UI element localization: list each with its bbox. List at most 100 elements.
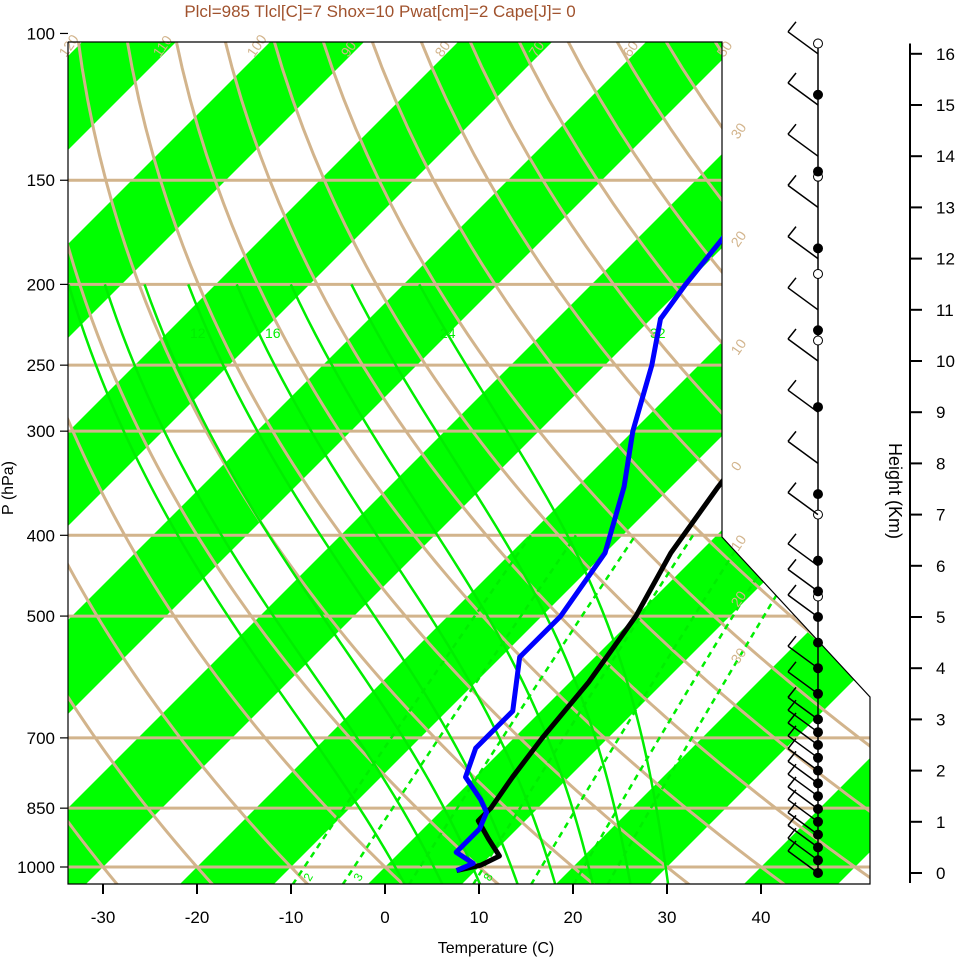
moist-adiabat-label: 16 xyxy=(265,325,281,341)
pressure-axis: 100 150 200 250 300 400 500 700 850 1000 xyxy=(17,24,68,877)
wind-barb-flag xyxy=(787,558,797,570)
wind-barb xyxy=(787,811,819,836)
wind-barb-flag xyxy=(787,584,797,596)
wind-level-dot xyxy=(813,268,823,279)
dry-adiabat xyxy=(0,33,22,884)
wind-barb xyxy=(787,184,819,209)
height-tick-label: 14 xyxy=(936,147,955,166)
p-tick-label: 100 xyxy=(27,24,55,43)
wind-barb xyxy=(787,850,819,874)
height-tick-label: 10 xyxy=(936,352,955,371)
wind-barb-flag xyxy=(787,379,797,391)
t-tick-label: -30 xyxy=(91,908,116,927)
dry-adiabat xyxy=(68,42,405,884)
height-tick-label: 5 xyxy=(936,608,945,627)
p-tick-label: 1000 xyxy=(17,858,55,877)
isotherm-label: 0 xyxy=(727,458,745,474)
wind-barb-flag xyxy=(787,533,797,545)
moist-adiabat-label: 12 xyxy=(190,325,206,341)
height-tick-label: 2 xyxy=(936,762,945,781)
wind-level-dot xyxy=(813,325,823,336)
moist-adiabat xyxy=(68,284,407,884)
height-tick-label: 8 xyxy=(936,454,945,473)
wind-level-dot xyxy=(813,489,823,500)
t-tick-label: 0 xyxy=(380,908,389,927)
wind-barb-flag xyxy=(787,328,797,340)
wind-barb xyxy=(787,773,819,797)
wind-barb xyxy=(787,837,819,861)
mixing-ratio-line xyxy=(471,534,695,884)
wind-barb xyxy=(787,338,819,362)
isotherm-band xyxy=(180,42,870,884)
height-axis-label: Height (Km) xyxy=(885,443,905,539)
wind-barb xyxy=(787,31,819,55)
height-tick-label: 13 xyxy=(936,198,955,217)
isotherm-band xyxy=(68,42,740,884)
wind-barb-flag xyxy=(787,174,797,186)
isotherm-label: 10 xyxy=(727,336,749,358)
dry-adiabat xyxy=(173,42,786,884)
height-tick-label: 16 xyxy=(936,45,955,64)
dry-adiabat xyxy=(68,42,214,884)
height-tick-label: 12 xyxy=(936,250,955,269)
wind-barb xyxy=(787,799,819,823)
wind-barb xyxy=(787,543,819,567)
mixing-ratio-line xyxy=(291,534,532,884)
height-tick-label: 3 xyxy=(936,710,945,729)
height-tick-label: 7 xyxy=(936,506,945,525)
wind-barb xyxy=(787,568,819,593)
wind-level-dot xyxy=(813,335,823,346)
isotherm-band xyxy=(68,42,364,884)
wind-barb xyxy=(787,671,819,695)
wind-profile xyxy=(787,21,823,878)
wind-level-dot xyxy=(813,243,823,254)
dry-adiabat xyxy=(68,42,310,884)
sounding-series xyxy=(453,42,870,874)
p-tick-label: 150 xyxy=(27,171,55,190)
chart-title: Plcl=985 Tlcl[C]=7 Shox=10 Pwat[cm]=2 Ca… xyxy=(184,2,575,21)
t-tick-label: 10 xyxy=(470,908,489,927)
wind-barb xyxy=(787,440,819,465)
wind-barb xyxy=(787,235,819,260)
height-tick-label: 6 xyxy=(936,557,945,576)
dry-adiabat xyxy=(465,42,870,884)
plot-frame xyxy=(67,41,871,885)
height-tick-label: 11 xyxy=(936,301,954,320)
wind-barb xyxy=(787,760,819,785)
moist-adiabats xyxy=(68,283,670,884)
moist-adiabat-label: 24 xyxy=(440,325,456,341)
mixing-ratio-label: 2 xyxy=(300,870,316,883)
wind-barb xyxy=(787,747,819,772)
p-tick-label: 400 xyxy=(27,526,55,545)
t-tick-label: -10 xyxy=(279,908,304,927)
temperature-line xyxy=(456,42,870,874)
wind-barb xyxy=(787,735,819,759)
p-tick-label: 300 xyxy=(27,422,55,441)
dry-adiabat xyxy=(270,42,870,884)
moist-adiabat xyxy=(143,283,482,884)
wind-barb xyxy=(787,786,819,810)
p-tick-label: 700 xyxy=(27,729,55,748)
mixing-ratio-lines xyxy=(291,534,814,884)
mixing-ratio-label: 3 xyxy=(350,870,366,883)
moist-adiabat xyxy=(235,283,557,884)
isotherm-label: 30 xyxy=(727,120,749,142)
height-tick-label: 1 xyxy=(936,813,945,832)
x-axis-label: Temperature (C) xyxy=(438,940,554,957)
wind-level-dot xyxy=(813,166,823,177)
wind-barb-flag xyxy=(787,635,797,647)
wind-barb-flag xyxy=(787,482,797,494)
dry-adiabat xyxy=(319,42,870,884)
wind-barb xyxy=(787,287,819,311)
mixing-ratio-line xyxy=(529,534,746,884)
wind-barb xyxy=(787,824,819,849)
wind-barb xyxy=(787,645,819,669)
isotherm-label: 30 xyxy=(727,645,749,667)
moist-adiabat xyxy=(418,283,670,884)
wind-barb xyxy=(787,82,819,106)
height-tick-label: 15 xyxy=(936,96,955,115)
wind-level-dot xyxy=(813,89,823,100)
wind-barb-flag xyxy=(787,277,797,289)
p-tick-label: 200 xyxy=(27,275,55,294)
